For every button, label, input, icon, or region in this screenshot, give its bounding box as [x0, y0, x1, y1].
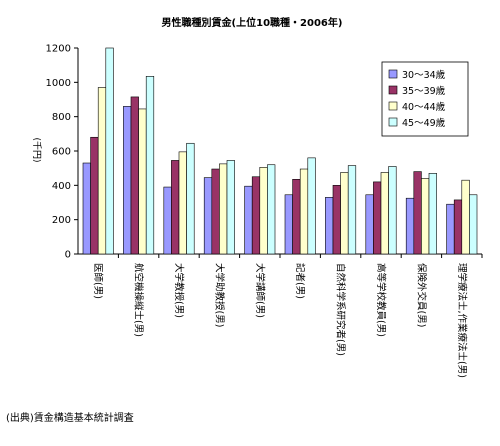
bar [186, 142, 195, 255]
bar [259, 167, 268, 255]
bar [469, 194, 478, 255]
bar [178, 151, 187, 255]
bar [171, 160, 180, 255]
bars [82, 47, 478, 255]
category-label: 大学助教授(男) [213, 263, 225, 327]
category-label: 航空機操縦士(男) [133, 263, 145, 337]
bar [211, 168, 220, 255]
y-tick-label: 400 [52, 181, 71, 192]
y-tick-label: 0 [65, 250, 71, 261]
bar [325, 197, 334, 255]
bar [138, 108, 147, 255]
category-label: 理学療法士,作業療法士(男) [456, 263, 468, 378]
legend-label: 30〜34歳 [402, 69, 446, 81]
legend-swatch [388, 85, 398, 95]
bar [332, 185, 341, 255]
bar [421, 178, 430, 255]
bar [203, 177, 213, 255]
chart-title: 男性職種別賃金(上位10職種・2006年) [162, 16, 343, 29]
category-label: 保険外交員(男) [415, 263, 427, 327]
category-label: 高等学校教員(男) [375, 263, 387, 337]
bar [267, 164, 276, 255]
bar [130, 96, 139, 255]
bar [413, 171, 422, 255]
bar [145, 76, 155, 255]
y-ticks: 0 200 400 600 800 1000 1200 [46, 44, 78, 261]
category-label: 大学教授(男) [173, 263, 185, 318]
category-labels: 医師(男) 航空機操縦士(男) 大学教授(男) 大学助教授(男) 大学講師(男) 記者(男… [92, 254, 483, 378]
y-tick-label: 200 [52, 215, 71, 226]
y-tick-label: 1000 [46, 78, 71, 89]
bar [461, 179, 470, 255]
bar [90, 136, 99, 255]
y-axis-label: (千円) [31, 137, 42, 162]
bar [284, 194, 293, 255]
bar [307, 157, 316, 255]
bar [163, 186, 172, 255]
bar [380, 172, 389, 255]
bar [365, 194, 374, 255]
bar [347, 165, 357, 255]
legend: 30〜34歳 35〜39歳 40〜44歳 45〜49歳 [381, 61, 469, 137]
category-label: 自然科学系研究者(男) [335, 263, 347, 356]
bar [226, 160, 235, 255]
y-tick-label: 1200 [46, 44, 71, 55]
y-tick-label: 800 [52, 112, 71, 123]
legend-label: 40〜44歳 [402, 101, 446, 113]
bar [244, 185, 253, 255]
bar [105, 47, 114, 255]
bar [405, 197, 415, 255]
bar [299, 168, 309, 255]
legend-swatch [388, 101, 398, 111]
category-label: 記者(男) [294, 263, 306, 299]
bar [428, 173, 437, 255]
bar [292, 179, 301, 255]
legend-swatch [388, 117, 398, 127]
bar [340, 172, 349, 255]
bar [453, 199, 463, 255]
bar [373, 181, 382, 255]
bar [97, 87, 107, 255]
bar [82, 162, 91, 255]
category-label: 大学講師(男) [254, 263, 266, 318]
legend-label: 45〜49歳 [402, 117, 446, 129]
source-note: (出典)賃金構造基本統計調査 [6, 411, 134, 424]
legend-swatch [388, 69, 398, 79]
y-tick-label: 600 [52, 147, 71, 158]
bar [251, 176, 261, 255]
bar [446, 203, 455, 255]
bar [219, 163, 228, 255]
bar [388, 166, 397, 255]
legend-label: 35〜39歳 [402, 85, 446, 97]
category-label: 医師(男) [92, 263, 104, 299]
bar [123, 106, 132, 255]
